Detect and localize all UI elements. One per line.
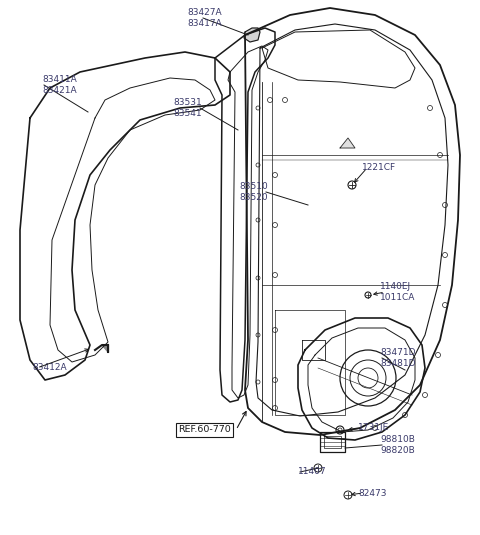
Text: 83411A
83421A: 83411A 83421A xyxy=(42,75,77,95)
Text: REF.60-770: REF.60-770 xyxy=(178,425,231,434)
Polygon shape xyxy=(102,345,108,352)
Text: 82473: 82473 xyxy=(358,488,386,498)
Text: 83471D
83481D: 83471D 83481D xyxy=(380,348,416,368)
Text: 98810B
98820B: 98810B 98820B xyxy=(380,435,415,455)
Text: 1731JE: 1731JE xyxy=(358,424,389,432)
Text: 11407: 11407 xyxy=(298,468,326,477)
Text: 83412A: 83412A xyxy=(32,363,67,372)
Text: 1140EJ
1011CA: 1140EJ 1011CA xyxy=(380,282,415,302)
Polygon shape xyxy=(340,138,355,148)
Text: 83531
83541: 83531 83541 xyxy=(173,98,202,118)
Text: 1221CF: 1221CF xyxy=(362,164,396,172)
Text: 83427A
83417A: 83427A 83417A xyxy=(188,8,222,28)
Polygon shape xyxy=(244,28,260,42)
Text: 83510
83520: 83510 83520 xyxy=(239,182,268,202)
